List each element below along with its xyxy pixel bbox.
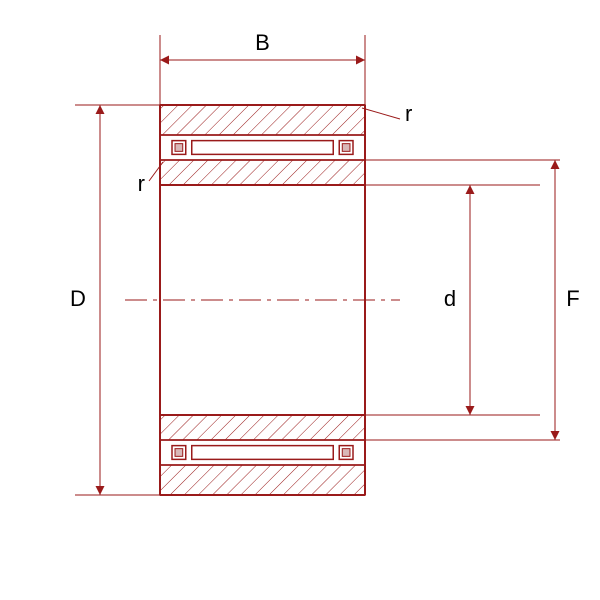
label-B: B [255, 30, 270, 55]
label-F: F [566, 286, 579, 311]
label-r-inner: r [138, 171, 145, 196]
label-d: d [444, 286, 456, 311]
label-r-outer: r [405, 101, 412, 126]
bearing-diagram: B Dd Fr r [0, 0, 600, 600]
drawing-svg: B Dd Fr r [0, 0, 600, 600]
label-D: D [70, 286, 86, 311]
